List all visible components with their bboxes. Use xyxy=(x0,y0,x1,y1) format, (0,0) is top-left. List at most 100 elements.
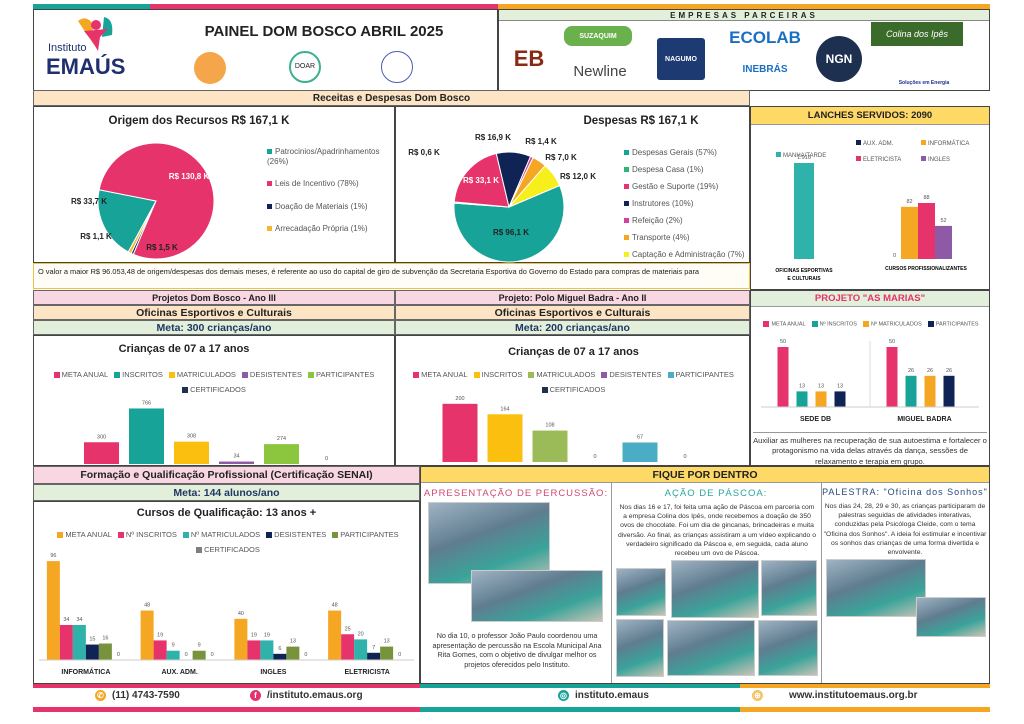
bar xyxy=(796,391,808,407)
legend-item: Captação e Administração (7%) xyxy=(624,251,749,259)
chart-legend: META ANUAL INSCRITOS MATRICULADOS DESISTENT… xyxy=(401,370,746,394)
legend-label: CERTIFICADOS xyxy=(190,385,246,394)
legend-label: ELETRICISTA xyxy=(863,157,901,163)
bar-value-label: 0 xyxy=(325,456,328,462)
bar xyxy=(532,430,568,462)
partners-panel: EMPRESAS PARCEIRAS EB SUZAQUIM Newline N… xyxy=(498,9,990,91)
logo-big-text: EMAÚS xyxy=(46,54,126,79)
legend-swatch xyxy=(114,372,121,379)
legend-item: META ANUAL xyxy=(53,370,108,379)
bar-value-label: 0 xyxy=(398,652,401,658)
inebras-logo: INEBRÁS xyxy=(742,63,788,75)
legend-swatch xyxy=(182,532,189,539)
bar-value-label: 26 xyxy=(946,368,952,374)
globe-icon: ⊕ xyxy=(752,690,763,701)
pie-data-label: R$ 1,1 K xyxy=(80,232,112,241)
badra-bar-chart: 200 164 108 0 67 0 xyxy=(442,396,687,462)
bar xyxy=(98,643,112,660)
footer-website[interactable]: ⊕ www.institutoemaus.org.br xyxy=(752,690,918,701)
seal-logo xyxy=(194,52,226,84)
legend-item: INSCRITOS xyxy=(473,370,523,379)
despesas-panel: Despesas R$ 167,1 K R$ 96,1 K R$ 0,6 K R$ … xyxy=(395,106,750,263)
finance-note: O valor a maior R$ 96.053,48 de origem/d… xyxy=(33,263,750,289)
marias-title: PROJETO "AS MARIAS" xyxy=(751,291,989,307)
news-panel: FIQUE POR DENTRO APRESENTAÇÃO DE PERCUSS… xyxy=(420,466,990,684)
news-title: FIQUE POR DENTRO xyxy=(421,467,989,483)
legend-swatch xyxy=(528,372,535,379)
bar xyxy=(886,347,898,407)
pie-data-label: R$ 33,7 K xyxy=(71,197,107,206)
website-link[interactable]: www.institutoemaus.org.br xyxy=(789,690,918,701)
nagumo-logo: NAGUMO xyxy=(657,38,705,80)
bar-value-label: 13 xyxy=(799,383,805,389)
pie-slice xyxy=(508,164,561,208)
footer-facebook[interactable]: f/instituto.emaus.org xyxy=(250,690,363,701)
facebook-link[interactable]: /instituto.emaus.org xyxy=(267,690,363,701)
legend-label: PARTICIPANTES xyxy=(316,370,375,379)
bar-value-label: 19 xyxy=(264,632,270,638)
legend-label: Nº INSCRITOS xyxy=(125,530,177,539)
pie-data-label: R$ 16,9 K xyxy=(475,133,511,142)
bar-value-label: 308 xyxy=(187,434,196,440)
legend-swatch xyxy=(856,156,861,161)
legend-item: META ANUAL xyxy=(57,530,112,539)
footer-phone: ✆ (11) 4743-7590 xyxy=(95,690,180,701)
bar-value-label: 0 xyxy=(683,454,686,460)
legend-swatch xyxy=(927,321,934,327)
legend-swatch xyxy=(53,372,60,379)
legend-item: DESISTENTES xyxy=(241,370,302,379)
dombosco-bar-chart: 300 766 308 34 274 0 xyxy=(84,400,328,464)
divider xyxy=(611,483,612,683)
category-label: CURSOS PROFISSIONALIZANTES xyxy=(885,266,967,272)
suzaquim-logo: SUZAQUIM xyxy=(564,26,632,46)
bar-value-label: 88 xyxy=(923,195,929,201)
legend-item: PARTICIPANTES xyxy=(332,530,399,539)
legend-swatch xyxy=(763,321,770,327)
bar-value-label: 766 xyxy=(142,400,151,406)
color-strip xyxy=(33,707,420,712)
legend-label: PARTICIPANTES xyxy=(935,321,979,328)
project-header: Projeto: Polo Miguel Badra - Ano II xyxy=(395,290,750,305)
newline-logo: Newline xyxy=(573,62,627,80)
origem-pie-chart: R$ 33,7 K R$ 130,8 K R$ 1,1 K R$ 1,5 K xyxy=(71,142,215,260)
legend-label: PARTICIPANTES xyxy=(340,530,399,539)
bar-value-label: 13 xyxy=(837,383,843,389)
bar xyxy=(264,444,299,464)
legend-item: CERTIFICADOS xyxy=(541,385,605,394)
legend-swatch xyxy=(667,372,674,379)
easter-photo xyxy=(616,619,664,677)
bar xyxy=(174,441,209,464)
dombosco-chart-panel: Crianças de 07 a 17 anos META ANUAL INSCR… xyxy=(33,335,395,466)
legend-item: DESISTENTES xyxy=(266,530,326,539)
color-strip xyxy=(33,4,150,9)
legend-label: INSCRITOS xyxy=(481,370,523,379)
footer-instagram[interactable]: ◎ instituto.emaus xyxy=(558,690,649,701)
pie-data-label: R$ 33,1 K xyxy=(463,176,499,185)
senai-bar-chart: 96 34 34 15 16 0 INFORMÁTICA 48 19 9 0 9 0 AUX. ADM. 4… xyxy=(39,553,414,676)
bar-value-label: 1.910 xyxy=(797,155,811,161)
page-title: PAINEL DOM BOSCO ABRIL 2025 xyxy=(204,23,444,40)
bar-value-label: 13 xyxy=(290,639,296,645)
energy-logo: Soluções em Energia xyxy=(898,80,950,86)
instagram-link[interactable]: instituto.emaus xyxy=(575,690,649,701)
legend-item: CERTIFICADOS xyxy=(196,545,260,554)
bar xyxy=(328,610,342,660)
bar-value-label: 15 xyxy=(89,637,95,643)
legend-item: INSCRITOS xyxy=(114,370,163,379)
legend-label: INFORMÁTICA xyxy=(928,140,969,147)
legend-item: Instrutores (10%) xyxy=(624,200,749,208)
legend-item: Doação de Materiais (1%) xyxy=(267,202,392,212)
bar xyxy=(834,391,846,407)
finance-title: Receitas e Despesas Dom Bosco xyxy=(33,90,750,106)
bar xyxy=(219,461,254,464)
bar-value-label: 0 xyxy=(304,652,307,658)
bar-value-label: 7 xyxy=(372,645,375,651)
legend-swatch xyxy=(811,321,818,327)
category-label: ELETRICISTA xyxy=(344,669,389,676)
legend-swatch xyxy=(168,372,175,379)
lanches-chart: MANHA/TARDE AUX. ADM. INFORMÁTICA ELETRICIS… xyxy=(775,140,969,282)
legend-label: META ANUAL xyxy=(65,530,112,539)
legend-swatch xyxy=(776,152,781,157)
bar-value-label: 34 xyxy=(233,454,239,460)
legend-swatch xyxy=(117,532,124,539)
